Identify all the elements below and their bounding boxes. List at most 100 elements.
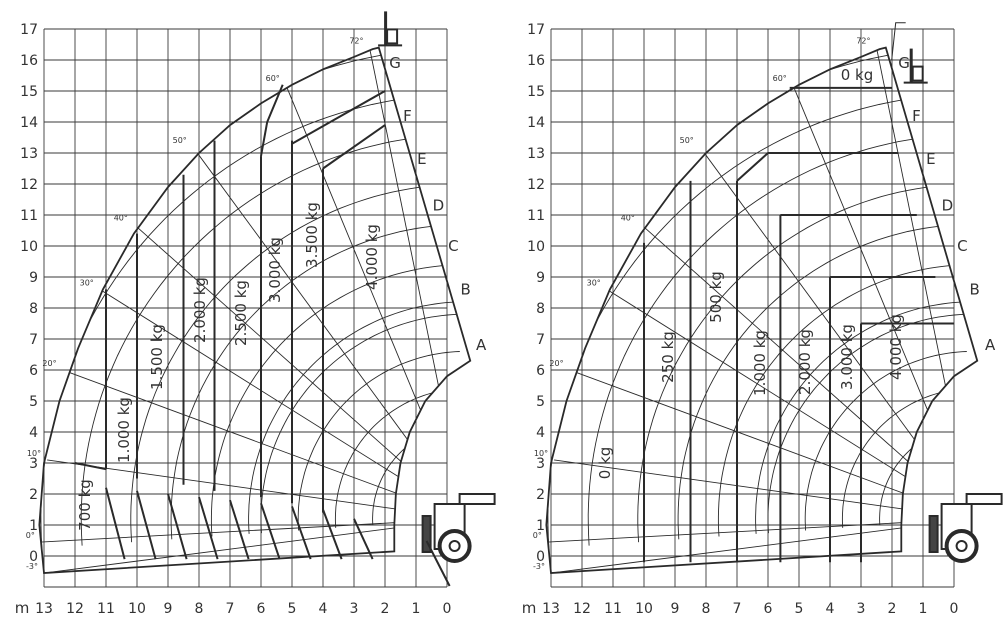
x-tick-label: 10	[128, 601, 146, 617]
y-tick-label: 0	[29, 549, 38, 565]
y-tick-label: 17	[527, 22, 545, 38]
angle-ray	[569, 369, 913, 497]
grid	[43, 28, 448, 588]
load-label: 1.000 kg	[115, 397, 133, 463]
x-tick-label: 10	[635, 601, 653, 617]
angle-label: 72°	[856, 37, 870, 46]
angle-ray	[606, 289, 918, 485]
y-tick-label: 2	[29, 487, 38, 503]
load-label: 500 kg	[707, 271, 725, 323]
y-tick-label: 0	[536, 549, 545, 565]
load-line	[291, 90, 386, 145]
load-label: 700 kg	[76, 479, 94, 531]
angle-ray	[43, 526, 403, 574]
load-hatch	[291, 506, 312, 560]
y-tick-label: 10	[527, 239, 545, 255]
extension-arc	[677, 224, 963, 540]
x-tick-label: 0	[950, 601, 959, 617]
extension-arc	[546, 47, 957, 329]
extension-arc	[804, 351, 967, 531]
angle-label: 50°	[173, 136, 187, 145]
load-hatch	[322, 509, 343, 560]
leader-line	[891, 22, 906, 61]
load-label: 3.000 kg	[266, 237, 284, 303]
y-tick-label: 3	[536, 456, 545, 472]
angle-ray	[547, 521, 909, 543]
x-tick-label: 6	[257, 601, 266, 617]
extension-letter-F: F	[912, 107, 921, 125]
y-tick-label: 6	[29, 363, 38, 379]
x-tick-label: 0	[443, 601, 452, 617]
y-tick-label: 6	[536, 363, 545, 379]
extension-arc	[248, 301, 459, 534]
y-tick-label: 14	[527, 115, 545, 131]
fork-carriage-icon	[911, 65, 924, 82]
angle-ray	[550, 526, 910, 574]
extension-letter-B: B	[461, 280, 471, 298]
angle-label: -3°	[26, 562, 38, 571]
working-envelope	[38, 46, 472, 575]
extension-arc	[755, 301, 966, 534]
extension-letter-D: D	[942, 197, 954, 215]
y-tick-label: 3	[29, 456, 38, 472]
angle-ray	[640, 223, 924, 475]
extension-arc	[170, 224, 456, 540]
x-tick-label: 6	[764, 601, 773, 617]
extension-letter-E: E	[417, 150, 426, 168]
angle-label: 40°	[114, 213, 128, 222]
wheel-hub-icon	[448, 540, 461, 552]
load-label: 3.500 kg	[303, 202, 321, 268]
x-tick-label: 8	[702, 601, 711, 617]
extension-letter-E: E	[926, 150, 935, 168]
load-lines	[643, 86, 954, 563]
x-tick-label: 4	[319, 601, 328, 617]
x-tick-label: 4	[826, 601, 835, 617]
fork-carriage-icon	[384, 11, 388, 46]
angle-label: 30°	[587, 278, 601, 287]
angle-label: 10°	[534, 449, 548, 458]
telehandler-icon	[421, 493, 496, 587]
y-tick-label: 13	[20, 146, 38, 162]
y-tick-label: 9	[536, 270, 545, 286]
y-tick-label: 10	[20, 239, 38, 255]
extension-letter-A: A	[476, 336, 487, 354]
load-hatch	[105, 487, 126, 560]
load-line	[736, 152, 899, 182]
y-tick-label: 9	[29, 270, 38, 286]
y-tick-label: 12	[527, 177, 545, 193]
extension-arc	[297, 351, 460, 531]
x-tick-label: 5	[795, 601, 804, 617]
x-tick-label: 2	[888, 601, 897, 617]
extension-letter-G: G	[898, 54, 910, 72]
x-tick-label: 2	[381, 601, 390, 617]
load-line	[74, 462, 107, 471]
angle-label: 60°	[266, 74, 280, 83]
x-tick-label: 3	[350, 601, 359, 617]
x-tick-label: 13	[35, 601, 53, 617]
angle-label: 30°	[80, 278, 94, 287]
y-tick-label: 16	[527, 53, 545, 69]
load-hatch	[353, 518, 374, 560]
load-hatch	[198, 496, 219, 560]
load-line	[322, 124, 386, 170]
y-tick-label: 14	[20, 115, 38, 131]
y-tick-label: 7	[29, 332, 38, 348]
load-label: 1.000 kg	[751, 330, 769, 396]
extension-letter-F: F	[403, 107, 412, 125]
angle-ray	[792, 84, 947, 454]
extension-arcs	[546, 47, 970, 549]
load-label: 250 kg	[659, 331, 677, 383]
x-tick-label: 12	[66, 601, 84, 617]
load-label: 0 kg	[841, 66, 874, 84]
x-tick-label: 1	[919, 601, 928, 617]
angle-ray	[40, 521, 402, 543]
x-tick-label: 13	[542, 601, 560, 617]
angle-ray	[62, 369, 406, 497]
y-tick-label: 12	[20, 177, 38, 193]
y-tick-label: 2	[536, 487, 545, 503]
load-label: 1.500 kg	[148, 324, 166, 390]
extension-letter-G: G	[389, 54, 401, 72]
load-hatch	[136, 490, 157, 560]
